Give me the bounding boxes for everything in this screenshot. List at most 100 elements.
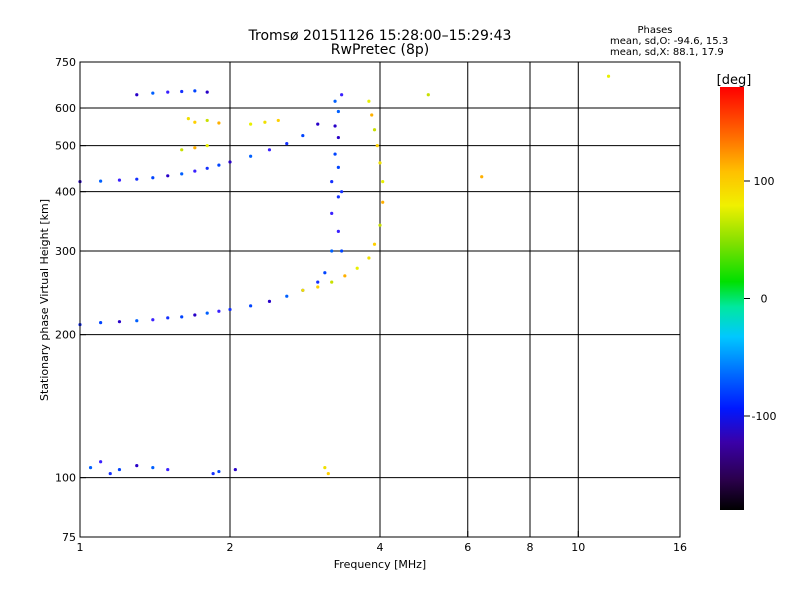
point-o-mode [166,90,170,94]
x-tick-label: 8 [527,541,534,554]
point-o-mode [228,160,232,164]
colorbar-ticks: 100 0 -100 [744,175,776,423]
point-o-mode [99,179,103,183]
point-o-mode [88,465,93,470]
x-tick-label: 16 [673,541,687,554]
point-o-mode [333,124,337,128]
y-tick-label: 750 [55,56,76,69]
point-x-mode [381,180,385,184]
x-tick-label: 4 [377,541,384,554]
point-x-mode [205,118,209,123]
colorbar-tick-label: 100 [754,175,775,188]
y-axis-label: Stationary phase Virtual Height [km] [38,199,51,401]
point-o-mode [205,311,209,315]
point-o-mode [301,133,305,138]
point-o-mode [135,93,139,97]
point-x-mode [276,118,280,123]
point-o-mode [205,90,209,94]
point-o-mode [336,135,340,140]
point-x-mode [480,175,484,179]
x-tick-label: 10 [571,541,585,554]
point-x-mode [217,121,221,125]
point-x-mode [378,223,382,227]
point-o-mode [228,307,232,312]
y-axis-ticks: 75 100 200 300 400 500 600 750 [55,56,86,544]
point-o-mode [108,471,112,476]
point-o-mode [249,154,253,158]
point-x-mode [426,93,430,97]
chart-subtitle: RwPretec (8p) [331,42,429,58]
point-o-mode [336,109,340,114]
y-tick-label: 75 [62,531,76,544]
point-o-mode [333,99,337,103]
point-o-mode [180,172,184,176]
point-o-mode [135,177,139,181]
colorbar-tick-label: -100 [752,410,777,423]
y-tick-label: 300 [55,245,76,258]
point-o-mode [180,315,184,319]
point-o-mode [193,169,197,173]
point-x-mode [180,148,184,152]
point-x-mode [372,242,377,246]
point-x-mode [381,200,385,204]
point-x-mode [249,122,253,126]
point-o-mode [166,467,170,472]
point-o-mode [249,304,253,308]
point-o-mode [285,294,289,298]
point-o-mode [117,320,122,324]
point-o-mode [233,467,237,472]
point-x-mode [606,74,611,78]
y-tick-label: 400 [55,186,76,199]
point-x-mode [367,99,371,103]
x-tick-label: 1 [77,541,84,554]
point-o-mode [117,467,122,472]
point-x-mode [326,471,330,476]
colorbar-label: [deg] [717,73,752,88]
point-o-mode [99,321,103,325]
point-o-mode [180,89,184,94]
point-x-mode [343,274,347,278]
colorbar-tick-label: 0 [761,293,768,306]
x-tick-label: 6 [464,541,471,554]
point-x-mode [378,161,382,165]
point-o-mode [330,249,334,253]
point-o-mode [193,89,197,93]
point-o-mode [267,299,272,303]
point-o-mode [135,464,139,468]
point-o-mode [323,271,327,275]
stats-line-x: mean, sd,X: 88.1, 17.9 [610,47,724,58]
data-points [78,74,611,476]
point-x-mode [316,285,320,289]
point-o-mode [151,465,155,470]
y-tick-label: 200 [55,329,76,342]
point-o-mode [336,195,340,199]
point-o-mode [330,180,334,184]
point-o-mode [217,163,221,167]
gridlines [80,62,680,537]
point-o-mode [166,174,170,178]
chart-title: Tromsø 20151126 15:28:00–15:29:43 [248,28,512,44]
point-x-mode [372,128,377,132]
point-o-mode [316,122,320,126]
point-x-mode [186,117,190,121]
point-x-mode [367,256,371,260]
point-x-mode [193,120,197,124]
point-x-mode [263,120,267,124]
point-o-mode [151,176,155,180]
point-o-mode [211,471,215,476]
point-o-mode [217,309,221,313]
point-x-mode [370,113,374,117]
stats-line-o: mean, sd,O: -94.6, 15.3 [610,36,728,47]
colorbar [720,87,744,510]
point-o-mode [117,178,122,182]
x-axis-ticks: 1 2 4 6 8 10 16 [77,531,687,554]
point-o-mode [205,166,209,170]
stats-heading: Phases [637,25,672,36]
point-o-mode [135,319,139,323]
x-tick-label: 2 [227,541,234,554]
point-o-mode [166,316,170,320]
point-o-mode [330,211,334,216]
y-tick-label: 500 [55,140,76,153]
point-x-mode [323,465,327,470]
